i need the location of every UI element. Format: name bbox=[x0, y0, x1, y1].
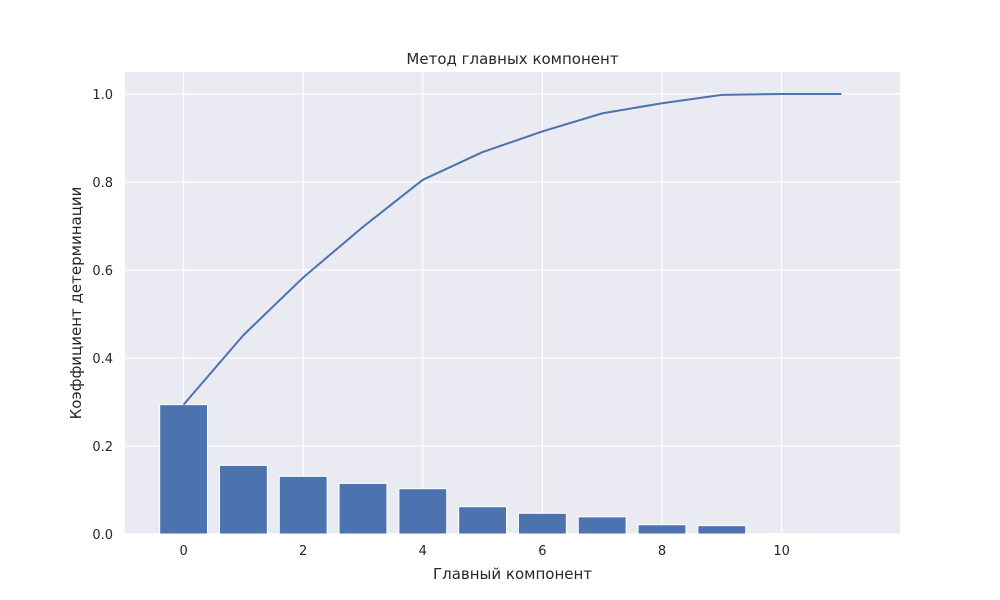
bar bbox=[637, 524, 687, 535]
bar bbox=[159, 404, 209, 535]
y-tick-label: 1.0 bbox=[92, 88, 113, 103]
x-tick-label: 2 bbox=[299, 544, 307, 559]
cumulative-variance-line bbox=[182, 93, 842, 406]
x-tick-label: 10 bbox=[773, 544, 790, 559]
bars bbox=[159, 404, 866, 535]
x-axis-label: Главный компонент bbox=[433, 565, 592, 583]
y-tick-label: 0.0 bbox=[92, 528, 113, 543]
bar bbox=[577, 516, 627, 535]
x-tick-labels: 0 2 4 6 8 10 bbox=[179, 544, 789, 559]
bar bbox=[517, 512, 567, 535]
bar bbox=[338, 482, 388, 535]
y-tick-label: 0.8 bbox=[92, 176, 113, 191]
bar bbox=[278, 475, 328, 535]
y-tick-label: 0.4 bbox=[92, 352, 113, 367]
y-tick-labels: 0.0 0.2 0.4 0.6 0.8 1.0 bbox=[92, 88, 113, 543]
cumulative-line bbox=[182, 93, 842, 406]
x-tick-label: 4 bbox=[419, 544, 427, 559]
bar bbox=[458, 506, 508, 535]
bar bbox=[398, 488, 448, 535]
y-tick-label: 0.6 bbox=[92, 264, 113, 279]
bar bbox=[218, 464, 268, 535]
bar bbox=[697, 525, 747, 535]
y-axis-label: Коэффициент детерминации bbox=[67, 187, 85, 420]
x-tick-label: 6 bbox=[538, 544, 546, 559]
plot-area bbox=[125, 72, 900, 534]
x-tick-label: 8 bbox=[658, 544, 666, 559]
y-tick-label: 0.2 bbox=[92, 440, 113, 455]
x-tick-label: 0 bbox=[179, 544, 187, 559]
chart-title: Метод главных компонент bbox=[406, 50, 618, 68]
